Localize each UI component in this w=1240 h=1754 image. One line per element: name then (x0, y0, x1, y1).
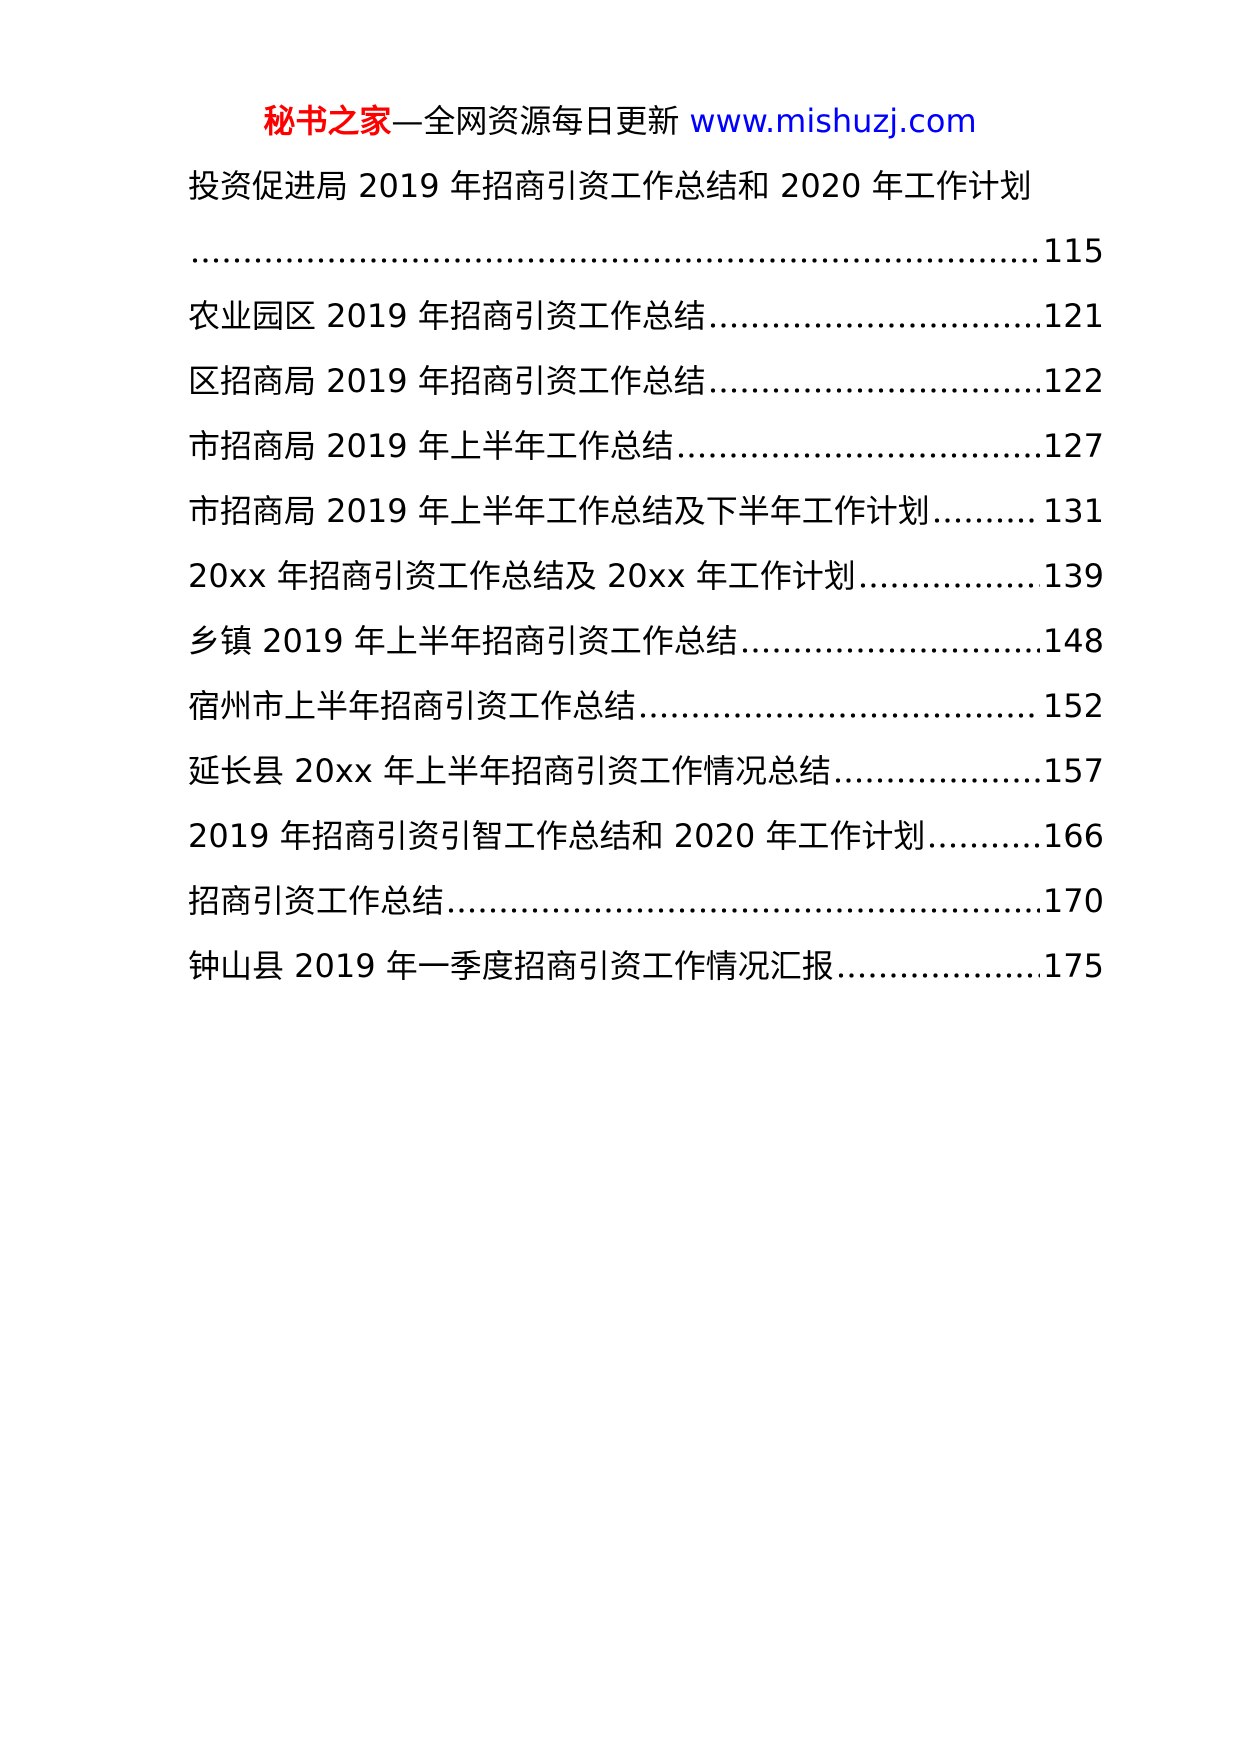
page-number: 157 (1042, 752, 1104, 790)
toc-entry-title: 区招商局 2019 年招商引资工作总结 (188, 362, 706, 400)
toc-entry-title-line[interactable]: 投资促进局 2019 年招商引资工作总结和 2020 年工作计划 (188, 154, 1104, 219)
page-number: 170 (1042, 882, 1104, 920)
dot-leader (709, 387, 1040, 394)
toc-entry[interactable]: 2019 年招商引资引智工作总结和 2020 年工作计划 166 (188, 804, 1104, 869)
toc-entry-title: 投资促进局 2019 年招商引资工作总结和 2020 年工作计划 (188, 167, 1032, 205)
toc-entry-title: 延长县 20xx 年上半年招商引资工作情况总结 (188, 752, 831, 790)
page-number: 131 (1042, 492, 1104, 530)
page-number: 166 (1042, 817, 1104, 855)
site-header: 秘书之家—全网资源每日更新 www.mishuzj.com (0, 98, 1240, 144)
toc-entry-page-line[interactable]: 115 (188, 219, 1104, 284)
site-tagline: 全网资源每日更新 (423, 102, 680, 140)
toc-entry[interactable]: 区招商局 2019 年招商引资工作总结 122 (188, 349, 1104, 414)
dot-leader (933, 517, 1040, 524)
toc-entry[interactable]: 钟山县 2019 年一季度招商引资工作情况汇报 175 (188, 934, 1104, 999)
page-number: 127 (1042, 427, 1104, 465)
site-brand: 秘书之家 (263, 102, 392, 140)
toc-entry[interactable]: 市招商局 2019 年上半年工作总结 127 (188, 414, 1104, 479)
toc-entry-title: 乡镇 2019 年上半年招商引资工作总结 (188, 622, 738, 660)
toc-entry[interactable]: 延长县 20xx 年上半年招商引资工作情况总结 157 (188, 739, 1104, 804)
dot-leader (859, 582, 1040, 589)
toc-entry[interactable]: 20xx 年招商引资工作总结及 20xx 年工作计划 139 (188, 544, 1104, 609)
dot-leader (640, 712, 1040, 719)
toc-entry[interactable]: 招商引资工作总结 170 (188, 869, 1104, 934)
page-number: 148 (1042, 622, 1104, 660)
toc-entry-title: 钟山县 2019 年一季度招商引资工作情况汇报 (188, 947, 834, 985)
page-number: 122 (1042, 362, 1104, 400)
toc-entry-title: 2019 年招商引资引智工作总结和 2020 年工作计划 (188, 817, 926, 855)
dot-leader (709, 322, 1040, 329)
page-number: 115 (1042, 232, 1104, 270)
site-url-link[interactable]: www.mishuzj.com (689, 102, 977, 140)
toc-entry[interactable]: 宿州市上半年招商引资工作总结 152 (188, 674, 1104, 739)
toc-entry-title: 招商引资工作总结 (188, 882, 445, 920)
page-number: 152 (1042, 687, 1104, 725)
toc-entry-title: 市招商局 2019 年上半年工作总结 (188, 427, 674, 465)
page-number: 175 (1042, 947, 1104, 985)
toc-entry[interactable]: 农业园区 2019 年招商引资工作总结 121 (188, 284, 1104, 349)
dot-leader (192, 257, 1040, 264)
dot-leader (677, 452, 1040, 459)
toc-entry-title: 宿州市上半年招商引资工作总结 (188, 687, 637, 725)
page-number: 121 (1042, 297, 1104, 335)
dot-leader (929, 842, 1040, 849)
page-number: 139 (1042, 557, 1104, 595)
toc-entry[interactable]: 市招商局 2019 年上半年工作总结及下半年工作计划 131 (188, 479, 1104, 544)
toc-entry[interactable]: 乡镇 2019 年上半年招商引资工作总结 148 (188, 609, 1104, 674)
dash-separator: — (391, 102, 424, 140)
dot-leader (837, 972, 1040, 979)
toc-entry-title: 20xx 年招商引资工作总结及 20xx 年工作计划 (188, 557, 856, 595)
toc-entry-title: 农业园区 2019 年招商引资工作总结 (188, 297, 706, 335)
table-of-contents: 投资促进局 2019 年招商引资工作总结和 2020 年工作计划 115 农业园… (188, 154, 1104, 999)
dot-leader (834, 777, 1040, 784)
dot-leader (741, 647, 1040, 654)
dot-leader (448, 907, 1040, 914)
toc-entry-title: 市招商局 2019 年上半年工作总结及下半年工作计划 (188, 492, 930, 530)
